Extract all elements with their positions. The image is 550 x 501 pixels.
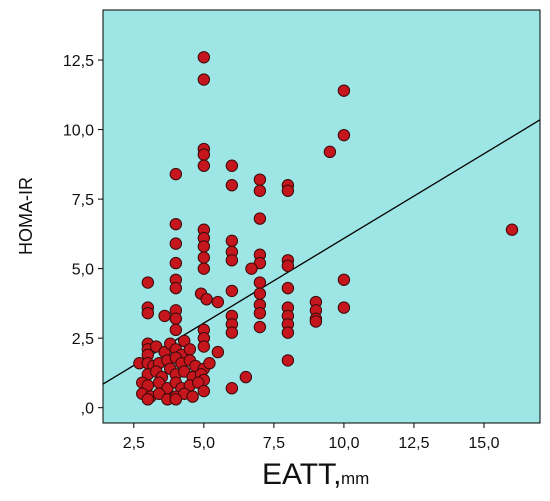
data-point [225, 159, 239, 172]
y-tick-label: 5,0 [72, 262, 94, 279]
data-point [141, 276, 155, 289]
data-point [253, 306, 267, 320]
data-point [169, 323, 183, 337]
x-tick-label: 15,0 [468, 435, 499, 452]
data-point [337, 273, 351, 286]
data-point [197, 51, 211, 64]
data-point [211, 345, 225, 359]
data-point [183, 343, 197, 356]
ticks-layer: 2,5 5,0 7,5 10,0 12,5 15,0 ,0 2,5 5,0 7,5 10,0 12,5 [63, 53, 500, 452]
data-point [281, 184, 295, 197]
data-point [197, 251, 211, 264]
data-point [169, 393, 183, 406]
data-point [186, 390, 199, 403]
data-point [225, 179, 239, 192]
y-axis-label: HOMA-IR [16, 177, 36, 255]
data-point [225, 326, 239, 339]
data-point [197, 73, 211, 86]
data-point [281, 354, 295, 367]
data-point [169, 237, 183, 250]
fit-line [102, 119, 541, 385]
data-point [253, 184, 267, 197]
data-point [197, 148, 211, 161]
x-tick-label: 10,0 [328, 435, 359, 452]
data-point [197, 240, 211, 253]
data-point [225, 234, 239, 248]
data-point [253, 320, 267, 334]
data-point [141, 393, 155, 406]
x-axis-label: EATT, [262, 458, 341, 491]
data-point [253, 287, 267, 300]
data-point [141, 306, 155, 320]
y-tick-label: 2,5 [72, 331, 94, 348]
data-point [225, 284, 239, 298]
data-point [169, 167, 183, 181]
data-point [337, 128, 351, 142]
data-point [337, 301, 351, 314]
data-point [169, 256, 183, 270]
data-point [169, 281, 183, 295]
x-tick-label: 5,0 [193, 435, 215, 452]
x-tick-label: 12,5 [398, 435, 429, 452]
data-point [200, 293, 213, 306]
data-point [197, 262, 211, 275]
x-tick-label: 2,5 [123, 435, 145, 452]
data-point [253, 212, 267, 225]
data-point [253, 276, 267, 289]
x-axis-unit-label: mm [341, 469, 369, 488]
data-point [337, 84, 351, 97]
data-point [323, 145, 337, 159]
data-point [239, 370, 253, 384]
fit-line-layer [102, 119, 541, 385]
y-tick-label: 12,5 [63, 53, 94, 70]
data-point [281, 326, 295, 339]
data-point [309, 315, 323, 328]
y-tick-label: 7,5 [72, 192, 94, 209]
data-point [281, 281, 295, 295]
x-tick-label: 7,5 [263, 435, 285, 452]
data-point [211, 295, 225, 309]
points-layer [133, 51, 519, 406]
data-point [158, 309, 171, 323]
y-tick-label: ,0 [81, 401, 94, 418]
data-point [169, 312, 183, 325]
data-point [197, 340, 211, 353]
data-point [197, 384, 211, 398]
data-point [253, 173, 267, 186]
data-point [281, 259, 295, 273]
data-point [203, 357, 216, 370]
data-point [505, 223, 519, 236]
data-point [225, 382, 239, 395]
y-tick-label: 10,0 [63, 123, 94, 140]
data-point [225, 254, 239, 267]
data-point [197, 159, 211, 172]
data-point [169, 217, 183, 231]
data-point [245, 262, 258, 275]
